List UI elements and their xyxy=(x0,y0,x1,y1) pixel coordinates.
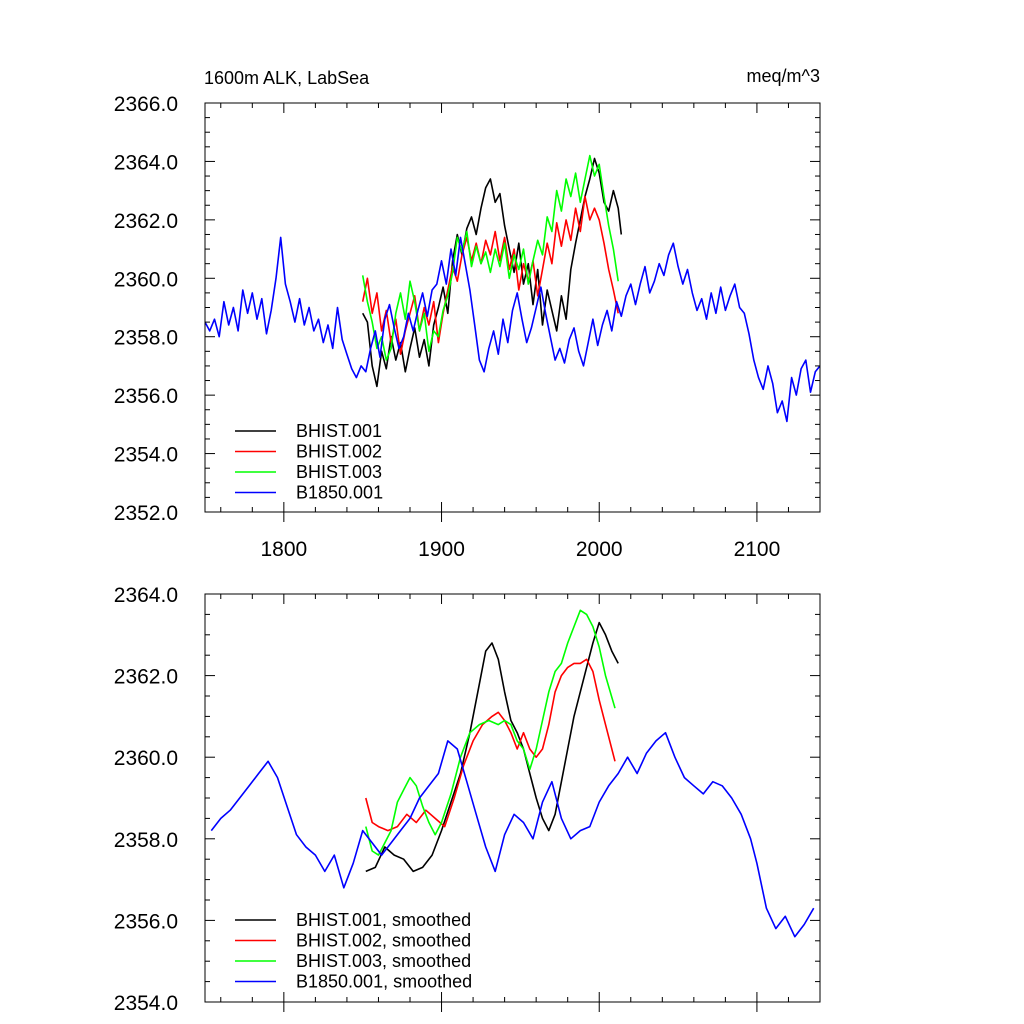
top-plot-area xyxy=(205,154,820,423)
y-tick-label: 2360.0 xyxy=(114,747,178,770)
y-tick-label: 2358.0 xyxy=(114,327,178,350)
top-panel: 1600m ALK, LabSea meq/m^3 2352.0 2354.0 23… xyxy=(114,66,821,561)
y-tick-label: 2352.0 xyxy=(114,502,178,525)
x-tick-label: 2000 xyxy=(576,538,623,561)
top-chart-title: 1600m ALK, LabSea xyxy=(204,68,370,88)
y-tick-label: 2366.0 xyxy=(114,93,178,116)
x-tick-label: 1900 xyxy=(418,538,465,561)
y-tick-label: 2356.0 xyxy=(114,385,178,408)
y-tick-label: 2354.0 xyxy=(114,444,178,467)
x-tick-label: 2100 xyxy=(734,538,781,561)
bottom-plot-area xyxy=(210,609,815,938)
bottom-panel: 2354.0 2356.0 2358.0 2360.0 2362.0 2364.0 BHIS… xyxy=(114,584,821,1015)
series-line-bhist-003 xyxy=(361,154,619,361)
legend-label: B1850.001, smoothed xyxy=(296,972,472,992)
legend-label: BHIST.001, smoothed xyxy=(296,910,471,930)
series-line-bhist-001-smoothed xyxy=(365,621,619,873)
y-tick-label: 2360.0 xyxy=(114,268,178,291)
series-line-b1850-001 xyxy=(205,236,820,423)
x-tick-label: 1800 xyxy=(260,538,307,561)
legend-label: BHIST.003, smoothed xyxy=(296,951,471,971)
legend-label: BHIST.002 xyxy=(296,442,382,462)
y-tick-label: 2358.0 xyxy=(114,829,178,852)
legend-label: BHIST.003 xyxy=(296,462,382,482)
y-tick-label: 2362.0 xyxy=(114,210,178,233)
legend-label: B1850.001 xyxy=(296,483,383,503)
series-line-b1850-001-smoothed xyxy=(210,731,815,938)
y-tick-label: 2356.0 xyxy=(114,910,178,933)
top-chart-units: meq/m^3 xyxy=(747,66,820,86)
y-tick-label: 2354.0 xyxy=(114,992,178,1015)
y-tick-label: 2364.0 xyxy=(114,584,178,607)
series-line-bhist-002-smoothed xyxy=(365,658,616,832)
y-tick-label: 2362.0 xyxy=(114,666,178,689)
series-line-bhist-003-smoothed xyxy=(365,609,616,856)
legend-label: BHIST.001 xyxy=(296,421,382,441)
legend-label: BHIST.002, smoothed xyxy=(296,931,471,951)
y-tick-label: 2364.0 xyxy=(114,151,178,174)
